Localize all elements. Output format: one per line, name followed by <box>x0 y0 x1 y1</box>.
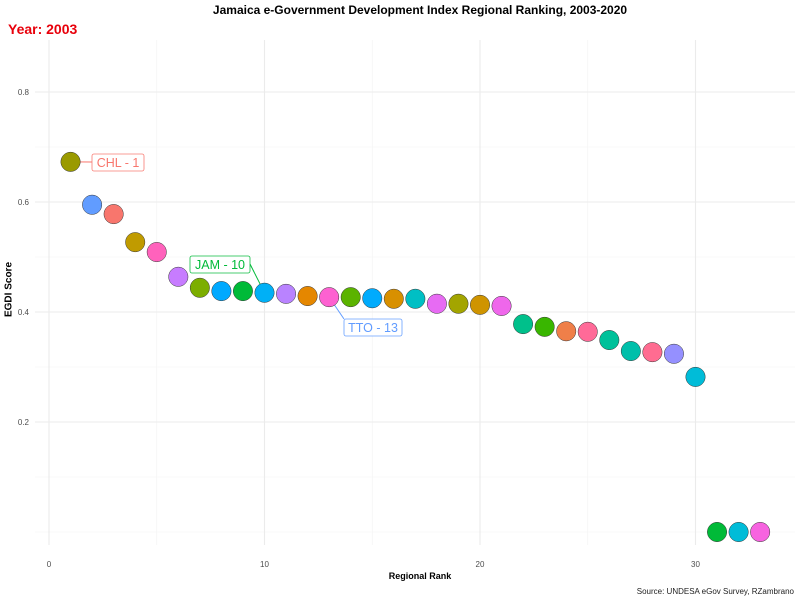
x-tick-label: 30 <box>691 560 700 569</box>
data-point <box>233 281 253 302</box>
data-point <box>82 194 103 215</box>
data-point <box>405 288 426 309</box>
annotation-label: TTO - 13 <box>348 321 398 335</box>
y-tick-label: 0.2 <box>18 418 30 427</box>
data-point <box>642 342 663 363</box>
data-point <box>189 277 210 298</box>
data-point <box>125 232 146 253</box>
data-point <box>448 293 469 314</box>
data-point <box>685 366 706 387</box>
data-point <box>362 288 383 309</box>
x-axis-label: Regional Rank <box>388 571 452 581</box>
x-tick-label: 0 <box>47 560 52 569</box>
y-tick-label: 0.6 <box>18 198 30 207</box>
data-point <box>103 204 124 225</box>
y-tick-label: 0.8 <box>18 88 30 97</box>
data-point <box>426 293 447 314</box>
data-point <box>60 151 81 172</box>
data-point <box>664 343 684 364</box>
x-tick-label: 10 <box>260 560 269 569</box>
data-point <box>276 283 296 304</box>
data-point <box>620 341 641 361</box>
data-point <box>750 522 771 542</box>
data-point <box>319 287 340 308</box>
y-tick-label: 0.4 <box>18 308 30 317</box>
annotation-label: CHL - 1 <box>97 156 140 170</box>
data-point <box>577 321 598 342</box>
data-point <box>556 321 577 342</box>
data-point <box>297 286 318 306</box>
data-point <box>534 316 555 337</box>
data-point <box>491 296 512 316</box>
data-point <box>599 330 620 350</box>
annotation-label-box <box>91 153 145 172</box>
annotation-label-box <box>189 255 251 274</box>
chart-title: Jamaica e-Government Development Index R… <box>212 3 628 17</box>
data-point <box>728 522 749 542</box>
annotation-label: JAM - 10 <box>195 258 245 272</box>
data-point <box>340 287 361 308</box>
x-tick-label: 20 <box>476 560 485 569</box>
data-point <box>383 288 404 309</box>
annotation-label-box <box>343 318 403 337</box>
data-point <box>168 266 189 287</box>
data-point <box>707 522 727 542</box>
y-axis-label: EGDI Score <box>3 261 15 318</box>
data-point <box>146 242 167 263</box>
caption: Source: UNDESA eGov Survey, RZambrano <box>636 587 794 596</box>
chart-subtitle-year: Year: 2003 <box>8 21 78 37</box>
data-point <box>211 281 232 302</box>
data-point <box>470 294 490 315</box>
data-point <box>254 282 275 303</box>
data-point <box>513 314 534 335</box>
